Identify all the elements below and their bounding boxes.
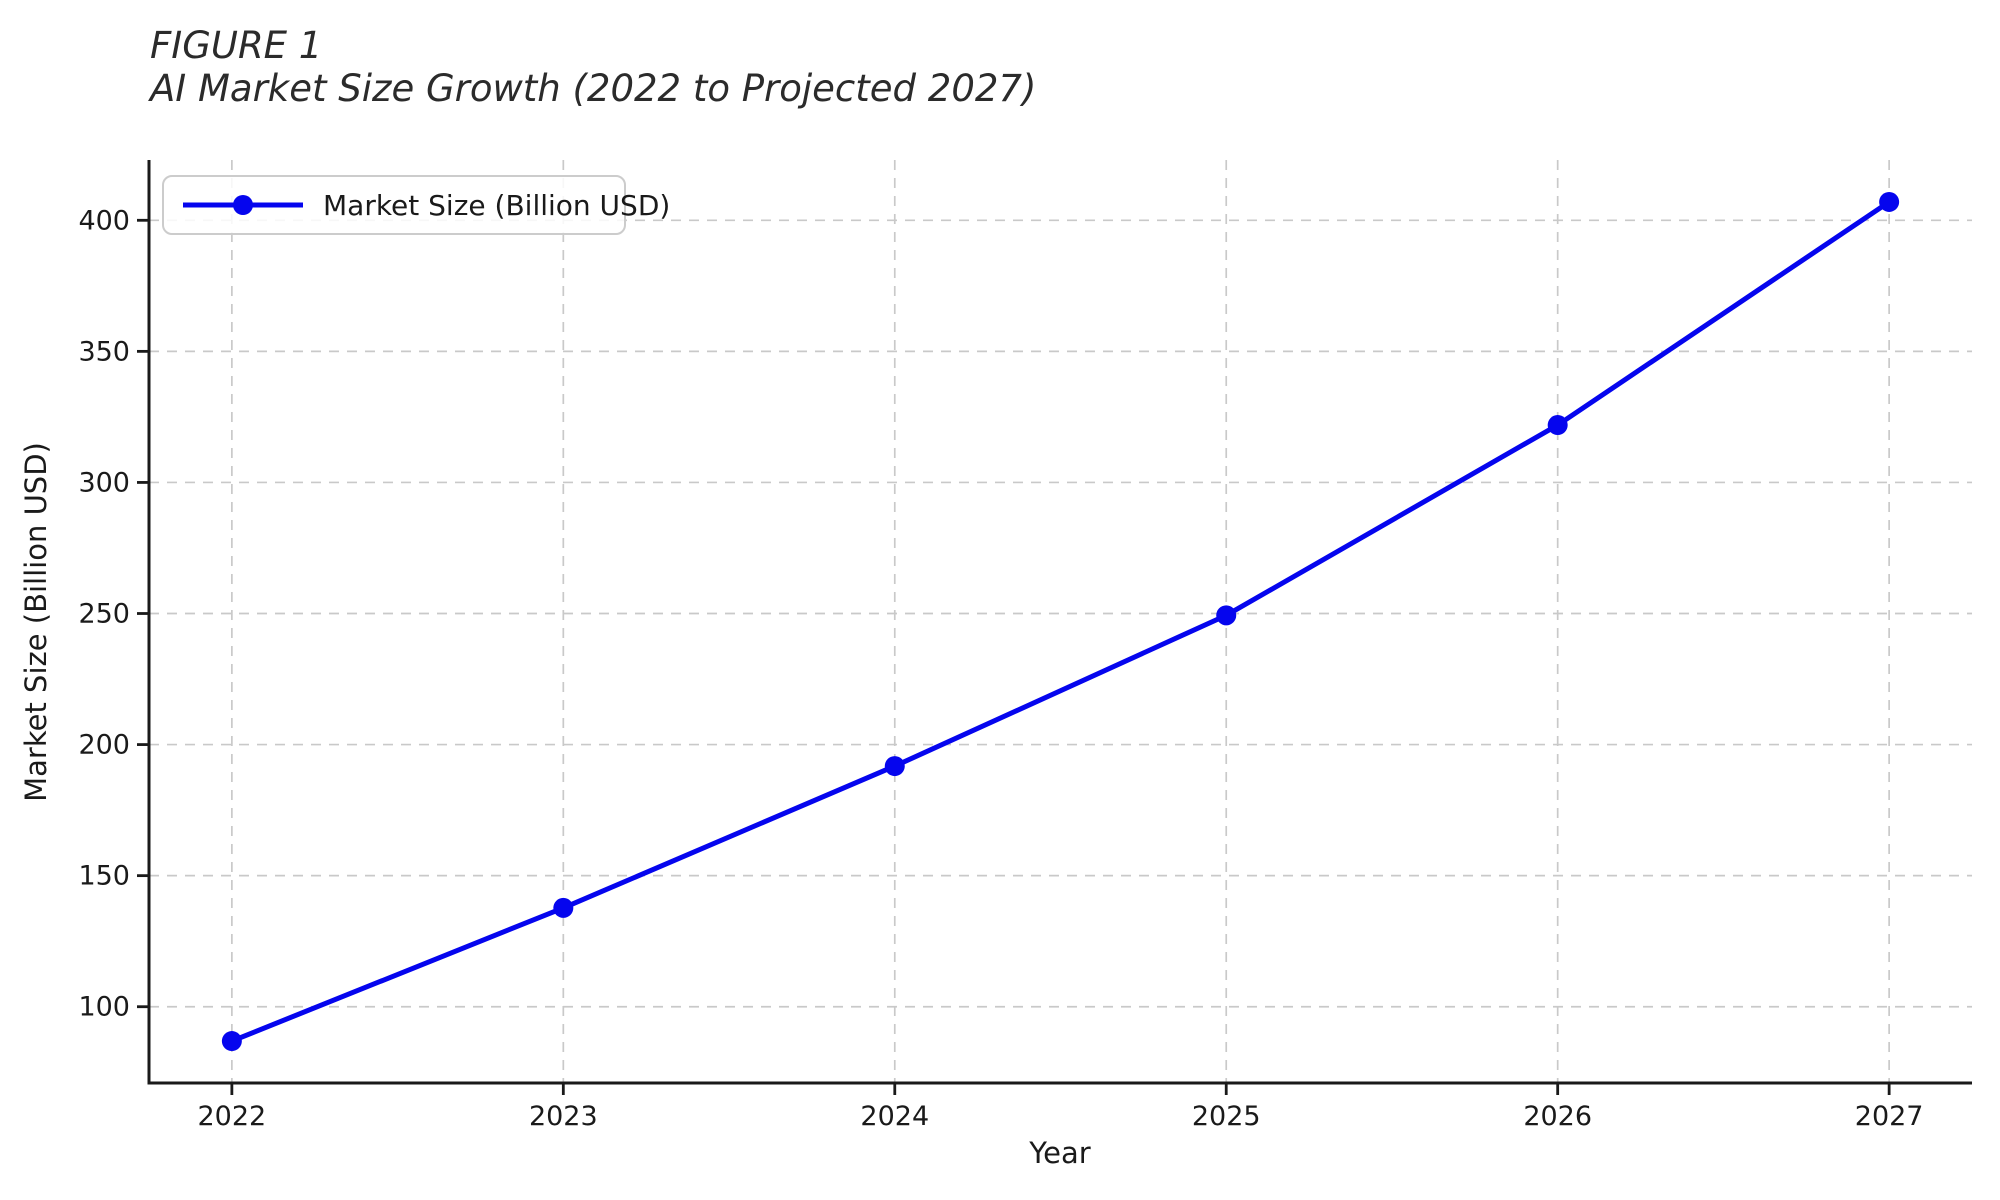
x-tick-label: 2024 xyxy=(860,1101,929,1132)
data-point-marker xyxy=(884,756,905,777)
data-point-marker xyxy=(1547,415,1568,436)
y-tick-label: 100 xyxy=(78,992,130,1023)
y-tick-label: 150 xyxy=(78,861,130,892)
x-tick-label: 2023 xyxy=(529,1101,598,1132)
series-line xyxy=(229,199,1892,1044)
x-tick-label: 2025 xyxy=(1192,1101,1261,1132)
x-axis-label: Year xyxy=(1028,1136,1090,1170)
legend-box xyxy=(162,175,626,235)
y-tick-label: 300 xyxy=(78,467,130,498)
data-point-marker xyxy=(221,1031,242,1052)
x-tick-label: 2022 xyxy=(198,1101,267,1132)
data-point-marker xyxy=(553,897,574,918)
data-point-marker xyxy=(1216,605,1237,626)
figure-label: FIGURE 1 xyxy=(150,24,323,67)
legend-marker-sample xyxy=(233,195,253,215)
legend: Market Size (Billion USD) xyxy=(162,175,670,235)
legend-label: Market Size (Billion USD) xyxy=(323,189,670,222)
plot-area: 100 150 200 250 300 350 400 2022 2023 2024 2025 202… xyxy=(78,160,1972,1132)
x-tick-label: 2027 xyxy=(1855,1101,1924,1132)
y-tick-label: 400 xyxy=(78,205,130,236)
figure-title: FIGURE 1 AI Market Size Growth (2022 to … xyxy=(150,24,1036,110)
y-tick-label: 200 xyxy=(78,730,130,761)
y-axis-label: Market Size (Billion USD) xyxy=(19,442,53,802)
data-point-marker xyxy=(1879,191,1900,212)
y-tick-label: 250 xyxy=(78,599,130,630)
chart-title: AI Market Size Growth (2022 to Projected… xyxy=(150,67,1037,110)
x-tick-label: 2026 xyxy=(1523,1101,1592,1132)
y-tick-label: 350 xyxy=(78,336,130,367)
